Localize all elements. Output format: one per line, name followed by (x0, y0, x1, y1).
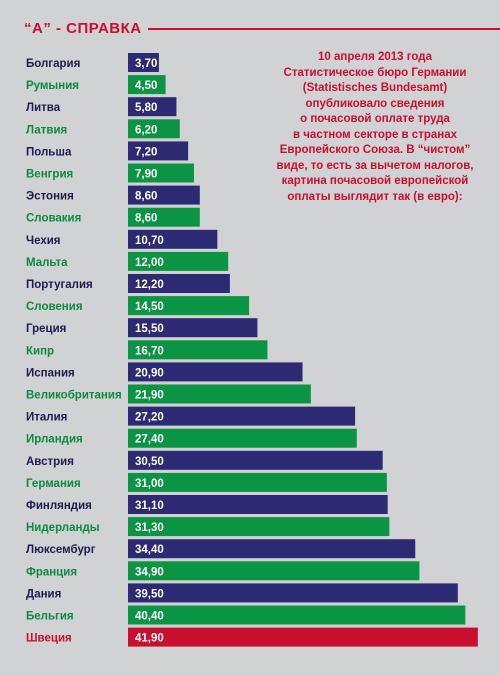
bar (128, 362, 303, 382)
bar (128, 583, 458, 603)
country-label: Чехия (26, 235, 61, 247)
bar (128, 605, 466, 625)
bar (128, 53, 159, 72)
bar-value-label: 7,20 (135, 146, 157, 158)
bar (128, 251, 229, 271)
country-label: Финляндия (26, 500, 92, 512)
country-label: Польша (26, 146, 72, 158)
bar (128, 561, 420, 581)
bar (128, 296, 250, 316)
country-label: Бельгия (26, 611, 74, 623)
bar (128, 539, 416, 559)
header-title: “А” - СПРАВКА (24, 20, 148, 37)
bar (128, 428, 357, 448)
bar-value-label: 5,80 (135, 102, 157, 114)
bar-value-label: 14,50 (135, 301, 164, 313)
bar-value-label: 40,40 (135, 611, 164, 623)
bar (128, 207, 200, 227)
bar-value-label: 6,20 (135, 124, 157, 136)
bar-value-label: 27,40 (135, 434, 164, 446)
country-label: Кипр (26, 345, 54, 357)
country-label: Австрия (26, 456, 74, 468)
bar-value-label: 34,40 (135, 544, 164, 556)
bar-value-label: 30,50 (135, 456, 164, 468)
country-label: Люксембург (26, 544, 96, 556)
bar (128, 406, 356, 426)
country-label: Дания (26, 588, 61, 600)
bar (128, 185, 200, 205)
bar-value-label: 8,60 (135, 191, 157, 203)
bar-value-label: 15,50 (135, 323, 164, 335)
header-rule (24, 28, 500, 30)
country-label: Испания (26, 367, 75, 379)
bar-value-label: 39,50 (135, 588, 164, 600)
bar (128, 318, 258, 338)
bar-value-label: 7,90 (135, 169, 157, 181)
bar-value-label: 12,20 (135, 279, 164, 291)
country-label: Греция (26, 323, 66, 335)
bar-value-label: 10,70 (135, 235, 164, 247)
bar-value-label: 34,90 (135, 566, 164, 578)
country-label: Франция (26, 566, 77, 578)
country-label: Нидерланды (26, 522, 100, 534)
country-label: Латвия (26, 124, 67, 136)
country-label: Италия (26, 412, 67, 424)
country-label: Эстония (26, 191, 74, 203)
bar-value-label: 31,00 (135, 478, 164, 490)
bar-value-label: 8,60 (135, 213, 157, 225)
bar-value-label: 4,50 (135, 80, 157, 92)
bar-value-label: 31,30 (135, 522, 164, 534)
country-label: Великобритания (26, 390, 122, 402)
bar (128, 229, 218, 249)
bar (128, 450, 383, 470)
bar (128, 384, 311, 404)
bar-value-label: 27,20 (135, 412, 164, 424)
bar (128, 472, 387, 492)
bar (128, 340, 268, 360)
country-label: Словакия (26, 213, 81, 225)
bar-value-label: 12,00 (135, 257, 164, 269)
bar (128, 495, 388, 514)
country-label: Венгрия (26, 169, 73, 181)
intro-text: 10 апреля 2013 года Статистическое бюро … (276, 51, 474, 203)
bar (128, 163, 194, 183)
bar (128, 119, 180, 139)
country-label: Швеция (26, 633, 72, 645)
bar-value-label: 20,90 (135, 367, 164, 379)
bar-value-label: 16,70 (135, 345, 164, 357)
bar (128, 75, 166, 95)
bar (128, 274, 230, 293)
bar-value-label: 3,70 (135, 58, 157, 70)
bar (128, 517, 390, 537)
country-label: Португалия (26, 279, 93, 291)
country-label: Литва (26, 102, 61, 114)
bar-value-label: 41,90 (135, 633, 164, 645)
country-label: Германия (26, 478, 81, 490)
bar (128, 627, 478, 647)
bar-value-label: 21,90 (135, 390, 164, 402)
country-label: Словения (26, 301, 83, 313)
bar (128, 97, 177, 117)
country-label: Болгария (26, 58, 80, 70)
country-label: Ирландия (26, 434, 83, 446)
country-label: Мальта (26, 257, 68, 269)
header: “А” - СПРАВКА (24, 18, 500, 38)
bar (128, 141, 189, 161)
country-label: Румыния (26, 80, 79, 92)
bar-value-label: 31,10 (135, 500, 164, 512)
